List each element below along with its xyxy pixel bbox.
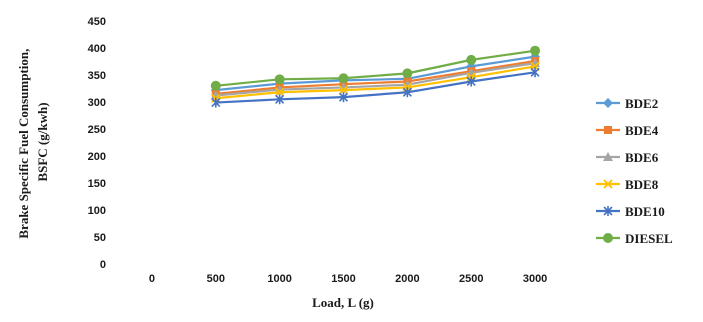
- y-axis-title-line-1: Brake Specific Fuel Consumption,: [16, 49, 31, 239]
- x-axis-title: Load, L (g): [312, 295, 374, 310]
- data-point-bde8: [338, 85, 349, 95]
- legend-label: DIESEL: [625, 231, 673, 246]
- y-tick-label: 200: [88, 151, 106, 163]
- legend-item-bde2: BDE2: [596, 96, 658, 111]
- series-line-bde6: [215, 62, 536, 97]
- y-tick-label: 350: [88, 70, 106, 82]
- legend-label: BDE6: [625, 150, 659, 165]
- legend-marker: [603, 152, 613, 161]
- legend-label: BDE8: [625, 177, 659, 192]
- y-axis-title: Brake Specific Fuel Consumption, BSFC (g…: [16, 45, 50, 238]
- legend-item-diesel: DIESEL: [596, 231, 673, 246]
- x-tick-label: 500: [207, 273, 225, 285]
- data-point-diesel: [402, 68, 413, 79]
- data-point-bde10: [275, 94, 285, 105]
- legend-marker: [603, 233, 613, 243]
- x-tick-label: 3000: [523, 273, 547, 285]
- legend-item-bde4: BDE4: [596, 123, 659, 138]
- legend-label: BDE2: [625, 96, 658, 111]
- legend-item-bde8: BDE8: [596, 177, 659, 192]
- legend-marker: [603, 179, 613, 189]
- legend-marker: [603, 206, 613, 216]
- series-line-diesel: [215, 49, 536, 87]
- x-axis-ticks: 0 500 1000 1500 2000 2500 3000: [149, 273, 547, 285]
- y-tick-label: 400: [88, 43, 106, 55]
- data-point-diesel: [274, 74, 285, 85]
- data-point-diesel: [530, 45, 541, 56]
- legend-item-bde10: BDE10: [596, 204, 665, 219]
- series-bde10: [211, 67, 540, 108]
- series-diesel: [210, 45, 541, 91]
- data-point-diesel: [338, 73, 349, 84]
- data-point-bde10: [338, 92, 349, 103]
- data-point-diesel: [210, 80, 221, 91]
- y-tick-label: 0: [100, 259, 106, 271]
- y-tick-label: 300: [88, 97, 106, 109]
- y-tick-label: 250: [88, 124, 106, 136]
- legend-label: BDE4: [625, 123, 659, 138]
- series-line-bde10: [215, 71, 536, 104]
- data-point-bde10: [466, 76, 476, 87]
- legend: BDE2 BDE4 BDE6 BDE8 BDE10 DIESEL: [596, 96, 673, 246]
- y-tick-label: 50: [94, 232, 106, 244]
- series-line-bde2: [215, 55, 536, 92]
- x-tick-label: 1000: [267, 273, 291, 285]
- y-tick-label: 450: [88, 16, 106, 28]
- y-axis-ticks: 0 50 100 150 200 250 300 350 400 450: [88, 16, 106, 271]
- x-tick-label: 2500: [459, 273, 483, 285]
- data-point-diesel: [466, 54, 477, 65]
- series-line-bde4: [215, 59, 536, 95]
- x-tick-label: 0: [149, 273, 155, 285]
- data-point-bde10: [530, 67, 540, 78]
- y-axis-title-line-2: BSFC (g/kwh): [35, 102, 50, 181]
- y-tick-label: 150: [88, 178, 106, 190]
- x-tick-label: 2000: [395, 273, 419, 285]
- data-point-bde8: [275, 87, 285, 97]
- x-tick-label: 1500: [331, 273, 355, 285]
- series-line-bde8: [215, 65, 536, 100]
- data-point-bde10: [211, 97, 221, 108]
- legend-marker: [603, 98, 613, 108]
- data-point-bde10: [402, 87, 412, 98]
- legend-item-bde6: BDE6: [596, 150, 659, 165]
- legend-marker: [604, 126, 612, 134]
- legend-label: BDE10: [625, 204, 665, 219]
- series-layer: [210, 45, 541, 108]
- y-tick-label: 100: [88, 205, 106, 217]
